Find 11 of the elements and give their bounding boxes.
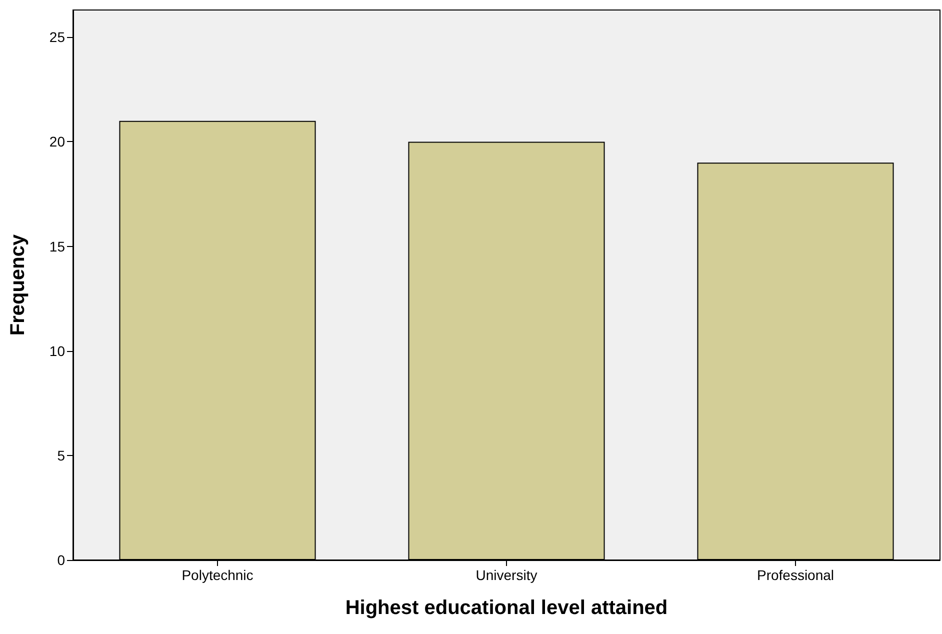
y-tick-label: 25 (49, 29, 66, 46)
y-tick-label: 5 (57, 447, 66, 464)
x-axis-title: Highest educational level attained (345, 597, 668, 619)
y-tick-label: 15 (49, 238, 66, 254)
x-tick-label: Professional (756, 567, 834, 583)
y-axis-title: Frequency (7, 234, 29, 336)
y-tick-label: 20 (49, 134, 66, 150)
y-tick-label: 10 (49, 342, 66, 359)
y-tick-label: 0 (57, 552, 66, 568)
x-tick-label: University (476, 567, 538, 583)
x-tick-label: Polytechnic (182, 567, 254, 583)
